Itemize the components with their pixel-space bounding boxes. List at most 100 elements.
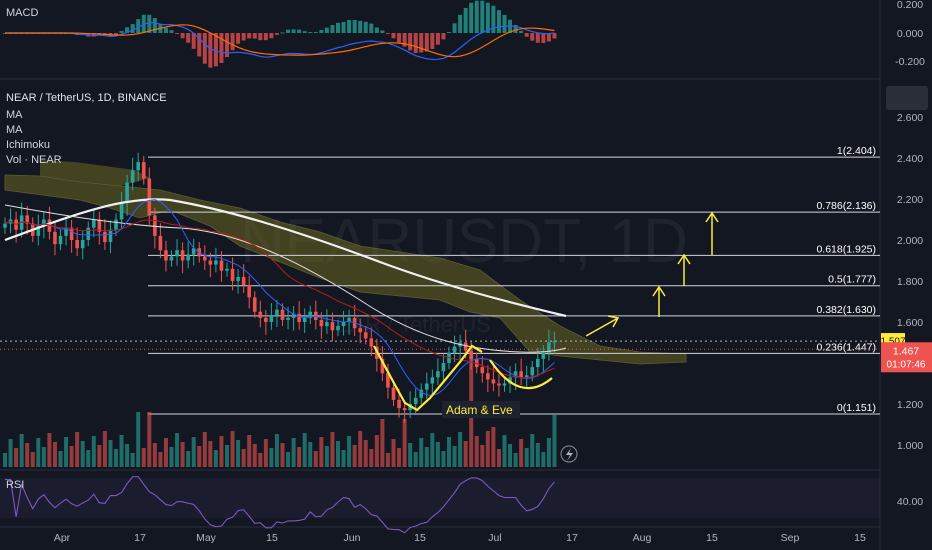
macd-histogram-bar xyxy=(441,33,446,40)
volume-bar xyxy=(147,412,152,467)
price-axis[interactable]: 2.600 2.400 2.200 2.000 1.800 1.600 1.200 1.000… xyxy=(880,0,932,508)
candle-body xyxy=(258,311,263,318)
time-axis[interactable]: Apr 17 May 15 Jun 15 Jul 17 Aug 15 Sep 15 xyxy=(54,532,866,544)
volume-bar xyxy=(413,452,418,467)
volume-bar xyxy=(241,449,246,467)
price-axis-tick: 1.800 xyxy=(897,276,923,288)
candle-body xyxy=(164,250,168,261)
macd-histogram-bar xyxy=(347,20,352,33)
cloud-area xyxy=(4,174,687,365)
macd-histogram-bar xyxy=(208,33,213,68)
candle-body xyxy=(125,182,129,204)
macd-histogram-bar xyxy=(280,32,285,34)
candle-body xyxy=(130,170,135,183)
candle-body xyxy=(42,219,46,226)
macd-histogram-bar xyxy=(541,33,546,43)
volume-bar xyxy=(508,444,513,467)
candle-body xyxy=(513,371,518,378)
macd-histogram-bar xyxy=(430,33,435,49)
macd-signal-line xyxy=(5,24,555,58)
volume-bar xyxy=(125,444,130,467)
target-arrows[interactable] xyxy=(585,211,719,337)
candle-body xyxy=(397,399,401,409)
volume-bar xyxy=(236,440,241,467)
macd-histogram-bar xyxy=(319,29,324,33)
volume-bar xyxy=(97,445,102,467)
macd-histogram-bar xyxy=(147,14,152,34)
rsi-band xyxy=(0,478,880,518)
pattern-label: Adam & Eve xyxy=(446,403,513,417)
legend-ma-1[interactable]: MA xyxy=(6,109,23,121)
candle-body xyxy=(108,229,113,243)
candle-body xyxy=(3,223,7,228)
candle-body xyxy=(480,367,485,374)
volume-bar xyxy=(319,437,324,467)
volume-bar xyxy=(380,419,385,467)
candle-body xyxy=(552,341,557,343)
legend-ma-2[interactable]: MA xyxy=(6,124,23,136)
macd-histogram-bar xyxy=(352,20,357,33)
symbol-title[interactable]: NEAR / TetherUS, 1D, BINANCE xyxy=(6,92,167,104)
candle-body xyxy=(269,315,274,322)
kijun-line xyxy=(4,219,555,379)
volume-bar xyxy=(136,412,141,467)
candle-body xyxy=(58,235,63,245)
candle-body xyxy=(241,276,246,286)
candle-body xyxy=(497,383,501,386)
macd-histogram-bar xyxy=(358,20,363,33)
rsi-legend[interactable]: RSI xyxy=(6,479,24,491)
candle-body xyxy=(64,227,68,236)
candle-body xyxy=(319,319,324,327)
lightning-icon[interactable] xyxy=(560,445,578,463)
candle-body xyxy=(452,346,457,353)
pattern-annotation[interactable]: Adam & Eve xyxy=(373,344,553,418)
volume-bar xyxy=(408,443,413,467)
volume-bar xyxy=(263,439,268,467)
candle-body xyxy=(363,332,368,339)
candle-body xyxy=(336,326,340,331)
volume-bar xyxy=(186,451,191,467)
candle-body xyxy=(314,311,318,320)
volume-bar xyxy=(169,447,174,467)
macd-histogram-bar xyxy=(502,14,507,33)
volume-bar xyxy=(313,451,318,467)
volume-bar xyxy=(441,451,446,467)
volume-bar xyxy=(58,451,63,467)
ichimoku-cloud xyxy=(4,160,687,365)
fib-level-label: 0.786(2.136) xyxy=(816,200,876,212)
volume-bar xyxy=(458,432,463,467)
candle-body xyxy=(114,219,118,230)
volume-bar xyxy=(419,438,424,467)
volume-bar xyxy=(30,452,35,467)
tenkan-line xyxy=(4,199,555,396)
volume-bar xyxy=(291,438,296,467)
macd-histogram-bar xyxy=(324,27,329,33)
legend-volume[interactable]: Vol · NEAR xyxy=(6,154,62,166)
macd-histogram-bar xyxy=(480,0,485,33)
volume-bar xyxy=(541,452,546,467)
macd-histogram-bar xyxy=(263,33,268,41)
candle-body xyxy=(386,373,390,388)
macd-histogram-bar xyxy=(374,27,379,33)
macd-histogram-bar xyxy=(447,32,451,34)
candle-body xyxy=(402,408,407,411)
macd-histogram-bar xyxy=(119,31,124,33)
macd-histogram-bar xyxy=(125,27,130,33)
macd-indicator xyxy=(3,0,557,68)
macd-histogram-bar xyxy=(152,18,157,33)
ma-slow-line xyxy=(4,198,567,318)
axis-scale-button[interactable] xyxy=(886,86,928,110)
candle-body xyxy=(180,250,185,261)
volume-bar xyxy=(474,436,479,467)
macd-histogram-bar xyxy=(269,33,274,39)
volume-bar xyxy=(546,438,551,467)
volume-bar xyxy=(491,427,496,467)
legend-ichimoku[interactable]: Ichimoku xyxy=(6,139,50,151)
adam-v-curve xyxy=(373,344,483,412)
macd-legend[interactable]: MACD xyxy=(6,7,38,19)
volume-bar xyxy=(180,442,185,467)
candle-body xyxy=(425,383,429,390)
fibonacci-retracement[interactable]: 1(2.404) 0.786(2.136) 0.618(1.925) 0.5(1.77… xyxy=(0,145,880,415)
volume-bar xyxy=(485,431,490,467)
